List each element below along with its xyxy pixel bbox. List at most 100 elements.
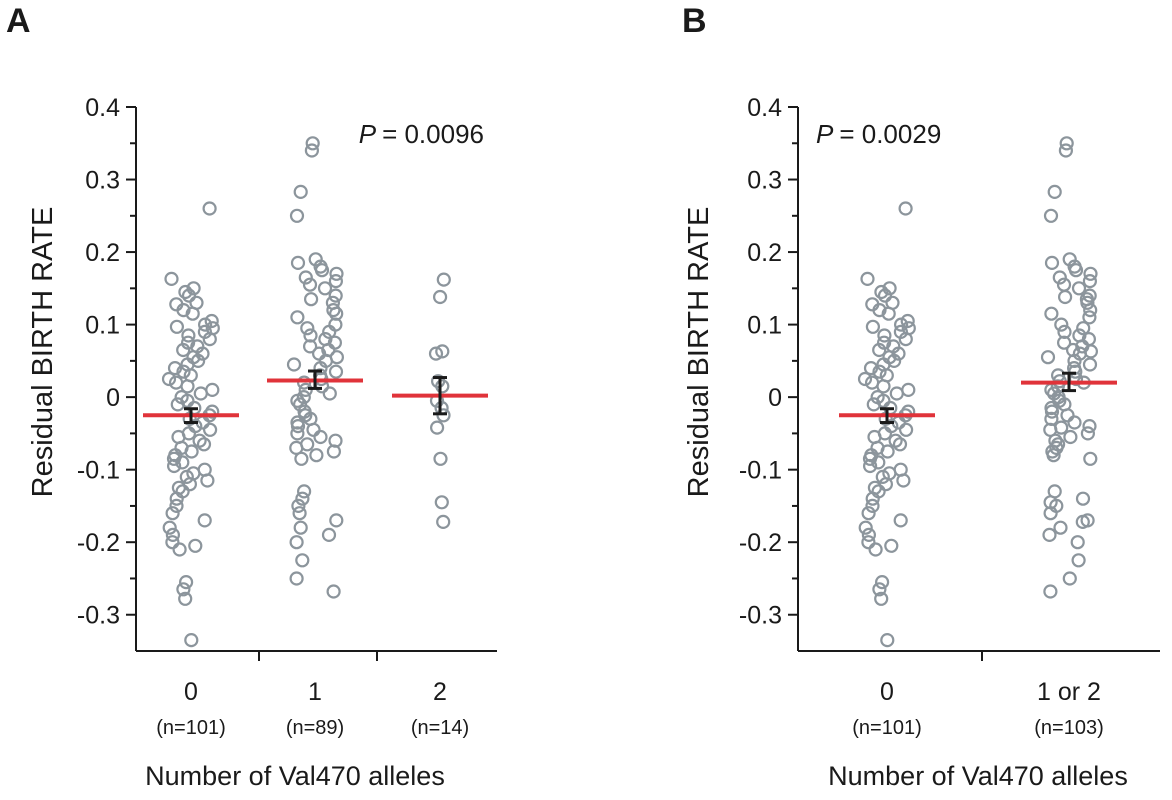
panel-b-data-point xyxy=(898,332,913,347)
panel-b-data-point xyxy=(1043,506,1058,521)
panel-a-data-point xyxy=(175,455,190,470)
panel-a-data-point xyxy=(329,266,344,281)
panel-b-data-point xyxy=(1070,535,1085,550)
panel-a-data-point xyxy=(179,574,194,590)
panel-b-data-point xyxy=(1063,429,1078,445)
panel-b-data-point xyxy=(865,498,880,513)
panel-a-data-point xyxy=(193,386,208,401)
panel-b-data-point xyxy=(871,455,886,470)
panel-b-plot: 0.4 0.3 0.2 0.1 0 -0.1 -0.2 -0.3 0 (n=101) 1 or 2 (… xyxy=(739,94,1160,739)
panel-a-category-label: 0 xyxy=(184,678,198,706)
panel-a-data-point xyxy=(300,321,315,336)
panel-a-data-point xyxy=(167,361,183,376)
panel-b-data-point xyxy=(880,632,895,648)
panel-b-data-point xyxy=(1071,553,1086,568)
panel-a-ylabel: Residual BIRTH RATE xyxy=(27,207,59,498)
panel-b-data-point xyxy=(893,513,908,528)
panel-a-category-label: 1 xyxy=(308,678,322,706)
panel-a-data-point xyxy=(293,397,308,412)
panel-a-n-label: (n=89) xyxy=(286,717,344,739)
panel-a-data-point xyxy=(181,288,197,303)
panel-b-data-point xyxy=(898,422,914,437)
panel-a-letter: A xyxy=(6,2,31,40)
panel-a-data-point xyxy=(167,458,182,474)
panel-b-pvalue: P = 0.0029 xyxy=(816,119,941,149)
panel-a-data-point xyxy=(436,272,451,287)
panel-b-data-point xyxy=(858,520,873,535)
panel-a-data-point xyxy=(290,255,306,270)
panel-a-data-point xyxy=(305,136,320,151)
panel-b-data-point xyxy=(874,591,889,606)
panel-b-data-point xyxy=(1083,303,1098,318)
panel-a-data-point xyxy=(195,346,210,361)
panel-b-y-tick-label: -0.3 xyxy=(739,602,782,630)
panel-a-y-tick-label: 0.1 xyxy=(85,312,120,340)
panel-a-data-point xyxy=(293,184,308,199)
panel-b-data-point xyxy=(1043,208,1059,223)
panel-a-data-point xyxy=(428,346,444,361)
panel-b-data-point xyxy=(872,582,887,597)
panel-b-data-point xyxy=(1083,266,1098,281)
panel-b-xlabel: Number of Val470 alleles xyxy=(828,761,1128,791)
panel-a-data-point xyxy=(176,303,191,318)
panel-a-data-point xyxy=(203,422,218,437)
panel-a-data-point xyxy=(328,288,343,303)
panel-a-data-point xyxy=(322,324,337,339)
panel-a-data-point xyxy=(304,292,319,307)
panel-a-data-point xyxy=(178,284,193,300)
panel-a-data-point xyxy=(433,451,448,466)
panel-b-y-tick-label: -0.2 xyxy=(739,529,782,557)
panel-b-data-point xyxy=(863,361,879,376)
panel-a-data-point xyxy=(197,513,212,528)
panel-a-data-point xyxy=(184,444,199,459)
panel-a-p-value: = 0.0096 xyxy=(382,119,484,149)
panel-b-n-label: (n=101) xyxy=(852,717,922,739)
panel-a-data-point xyxy=(184,632,199,648)
panel-b-data-point xyxy=(862,458,878,474)
panel-a-plot: 0.4 0.3 0.2 0.1 0 -0.1 -0.2 -0.3 0 (n=101) 1 (n=89)… xyxy=(77,94,497,739)
panel-a-y-tick-label: 0 xyxy=(106,384,120,412)
panel-a-data-point xyxy=(188,538,203,553)
panel-b-data-point xyxy=(893,317,909,332)
panel-b-data-point xyxy=(1082,419,1097,434)
panel-b-data-point xyxy=(1071,281,1087,296)
panel-a-data-point xyxy=(176,582,191,597)
panel-b-data-point xyxy=(876,379,891,394)
panel-a-data-point xyxy=(198,317,213,332)
panel-a-data-point xyxy=(195,415,210,430)
panel-b-data-point xyxy=(881,306,896,321)
panel-a-data-point xyxy=(196,437,212,452)
panel-a-data-point xyxy=(328,364,344,379)
panel-b-data-point xyxy=(898,201,913,216)
panel-b-data-point xyxy=(901,382,916,397)
panel-b-data-point xyxy=(1082,288,1097,303)
panel-a-y-tick-label: -0.2 xyxy=(77,529,120,557)
panel-a-data-point xyxy=(162,520,177,535)
panel-a-data-point xyxy=(290,393,305,408)
panel-a-data-point xyxy=(202,201,217,216)
panel-b-data-point xyxy=(1068,263,1084,278)
panel-b-data-point xyxy=(884,538,899,553)
panel-b-data-point xyxy=(861,527,877,543)
panel-b-data-point xyxy=(862,451,878,466)
panel-b-data-point xyxy=(1062,571,1077,586)
panel-a-data-point xyxy=(326,444,341,459)
panel-a-data-point xyxy=(313,429,328,445)
panel-a-p-label: P xyxy=(359,119,377,149)
panel-b-data-point xyxy=(1040,350,1056,365)
panel-a-data-point xyxy=(185,306,200,321)
panel-a-data-point xyxy=(169,375,184,390)
panel-a-data-point xyxy=(298,270,313,285)
panel-b-data-point xyxy=(1067,353,1082,368)
panel-a-data-point xyxy=(289,571,304,586)
panel-b-data-point xyxy=(1082,357,1098,372)
panel-b-data-point xyxy=(1080,426,1096,441)
panel-a-data-point xyxy=(435,344,450,359)
panel-a-data-point xyxy=(304,143,319,158)
panel-a-data-point xyxy=(169,498,184,513)
panel-b-y-tick-label: -0.1 xyxy=(739,457,782,485)
panel-a-data-point xyxy=(326,303,341,318)
panel-a-data-point xyxy=(166,451,182,466)
panel-b-data-point xyxy=(872,364,887,379)
